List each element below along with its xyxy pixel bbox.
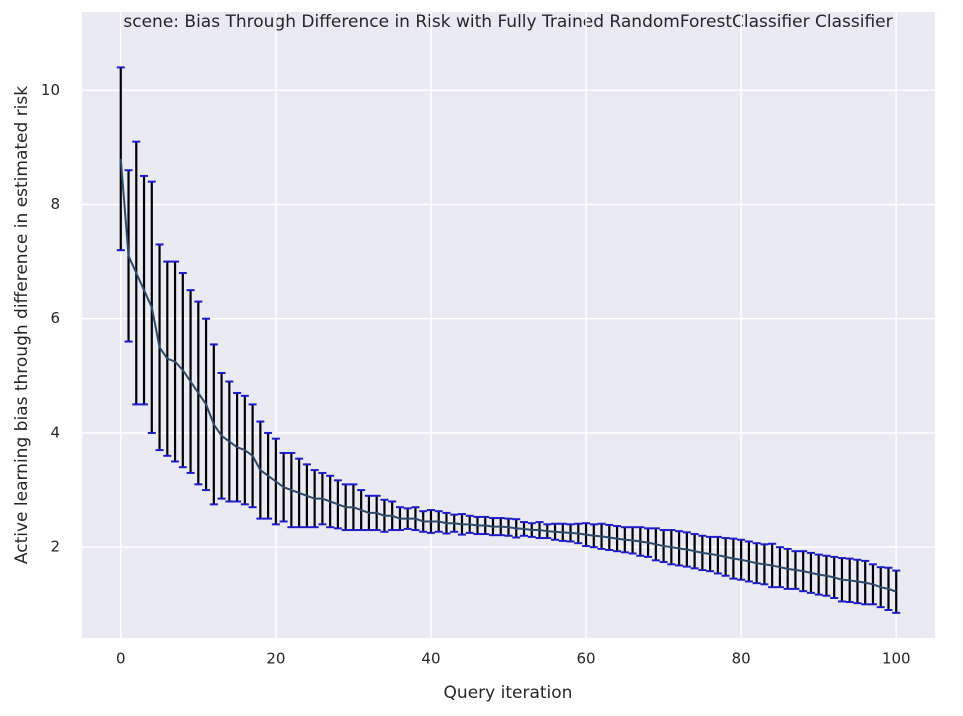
y-tick-label: 10: [41, 81, 60, 99]
x-tick-label: 0: [116, 650, 126, 668]
y-tick-label: 8: [50, 195, 60, 213]
x-tick-label: 60: [576, 650, 595, 668]
y-axis-label: Active learning bias through difference …: [12, 86, 32, 564]
y-tick-label: 6: [50, 309, 60, 327]
chart-title: scene: Bias Through Difference in Risk w…: [123, 12, 892, 32]
x-tick-label: 80: [732, 650, 751, 668]
x-tick-label: 20: [266, 650, 285, 668]
x-tick-label: 100: [882, 650, 911, 668]
x-axis-label: Query iteration: [444, 683, 573, 703]
x-tick-label: 40: [421, 650, 440, 668]
plot-area: [82, 12, 935, 638]
y-tick-label: 2: [50, 538, 60, 556]
y-tick-label: 4: [50, 423, 60, 441]
mean-line: [119, 158, 897, 593]
